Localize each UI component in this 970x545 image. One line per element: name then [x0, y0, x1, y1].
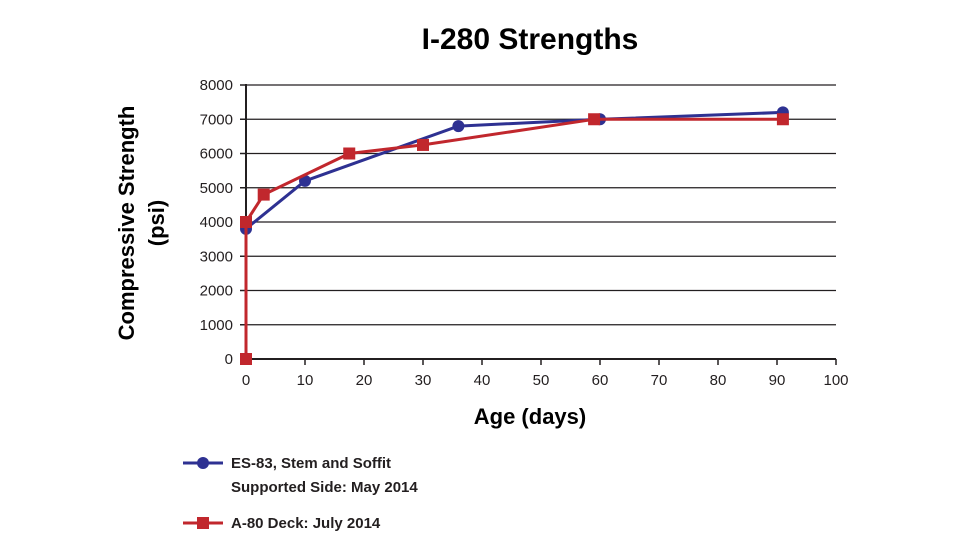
data-point-series1-6	[776, 113, 789, 126]
x-tick-label-100: 100	[823, 372, 848, 389]
x-tick-label-70: 70	[651, 372, 668, 389]
chart-title: I-280 Strengths	[422, 23, 639, 56]
y-tick-label-2000: 2000	[200, 283, 233, 300]
y-axis-title-line2: (psi)	[144, 200, 169, 246]
y-tick-label-3000: 3000	[200, 248, 233, 265]
series-line-1	[244, 117, 783, 359]
x-axis-ticks: 0 10 20 30 40 50 60 70 80 90 100	[242, 359, 849, 389]
legend-label-a80: A-80 Deck: July 2014	[231, 515, 381, 532]
data-point-series1-2	[257, 188, 270, 201]
data-point-series1-5	[588, 113, 601, 126]
x-tick-label-90: 90	[769, 372, 786, 389]
y-tick-label-6000: 6000	[200, 146, 233, 163]
legend-swatch-marker-es83	[197, 457, 209, 469]
data-point-series0-2	[299, 174, 311, 187]
x-tick-label-50: 50	[533, 372, 550, 389]
y-tick-label-7000: 7000	[200, 111, 233, 128]
data-point-series1-3	[343, 147, 356, 160]
series-layer	[240, 106, 789, 365]
y-tick-label-1000: 1000	[200, 317, 233, 334]
legend-label-es83-line1: ES-83, Stem and Soffit	[231, 455, 391, 472]
legend: ES-83, Stem and Soffit Supported Side: M…	[183, 455, 418, 532]
x-axis-title: Age (days)	[474, 404, 586, 429]
x-tick-label-60: 60	[592, 372, 609, 389]
data-point-series1-0	[240, 353, 252, 365]
data-point-series1-4	[417, 138, 429, 151]
y-tick-label-5000: 5000	[200, 180, 233, 197]
x-tick-label-0: 0	[242, 372, 250, 389]
x-tick-label-80: 80	[710, 372, 727, 389]
data-point-series0-3	[452, 120, 465, 133]
x-tick-label-40: 40	[474, 372, 491, 389]
y-tick-label-0: 0	[225, 351, 233, 368]
x-tick-label-30: 30	[415, 372, 432, 389]
y-tick-label-4000: 4000	[200, 214, 233, 231]
x-tick-label-10: 10	[297, 372, 314, 389]
x-tick-label-20: 20	[356, 372, 373, 389]
legend-label-es83-line2: Supported Side: May 2014	[231, 479, 418, 496]
y-axis-title-line1: Compressive Strength	[114, 106, 139, 341]
y-axis-ticks: 0 1000 2000 3000 4000 5000 6000 7000 8000	[200, 77, 246, 368]
data-point-series1-1	[240, 216, 252, 228]
series-line-0	[244, 110, 783, 359]
legend-swatch-marker-a80	[197, 517, 209, 529]
y-tick-label-8000: 8000	[200, 77, 233, 94]
